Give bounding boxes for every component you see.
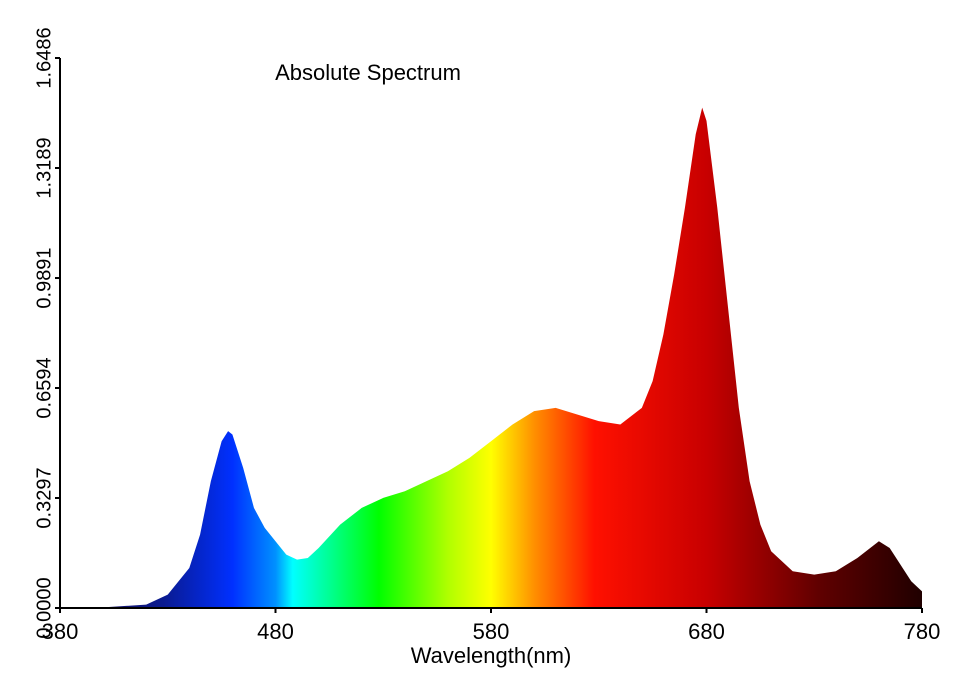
y-tick-label: 0.6594 (33, 357, 55, 418)
x-tick-label: 780 (904, 619, 941, 644)
spectrum-area (60, 107, 922, 609)
x-axis-label: Wavelength(nm) (411, 643, 572, 668)
y-tick-label: 0.3297 (33, 467, 55, 528)
x-tick-label: 680 (688, 619, 725, 644)
x-tick-label: 580 (473, 619, 510, 644)
y-tick-label: 0.9891 (33, 247, 55, 308)
chart-title: Absolute Spectrum (275, 60, 461, 85)
x-tick-label: 380 (42, 619, 79, 644)
y-tick-label: 1.6486 (33, 27, 55, 88)
x-tick-label: 480 (257, 619, 294, 644)
y-tick-label: 1.3189 (33, 137, 55, 198)
y-tick-label: 0.0000 (33, 577, 55, 638)
